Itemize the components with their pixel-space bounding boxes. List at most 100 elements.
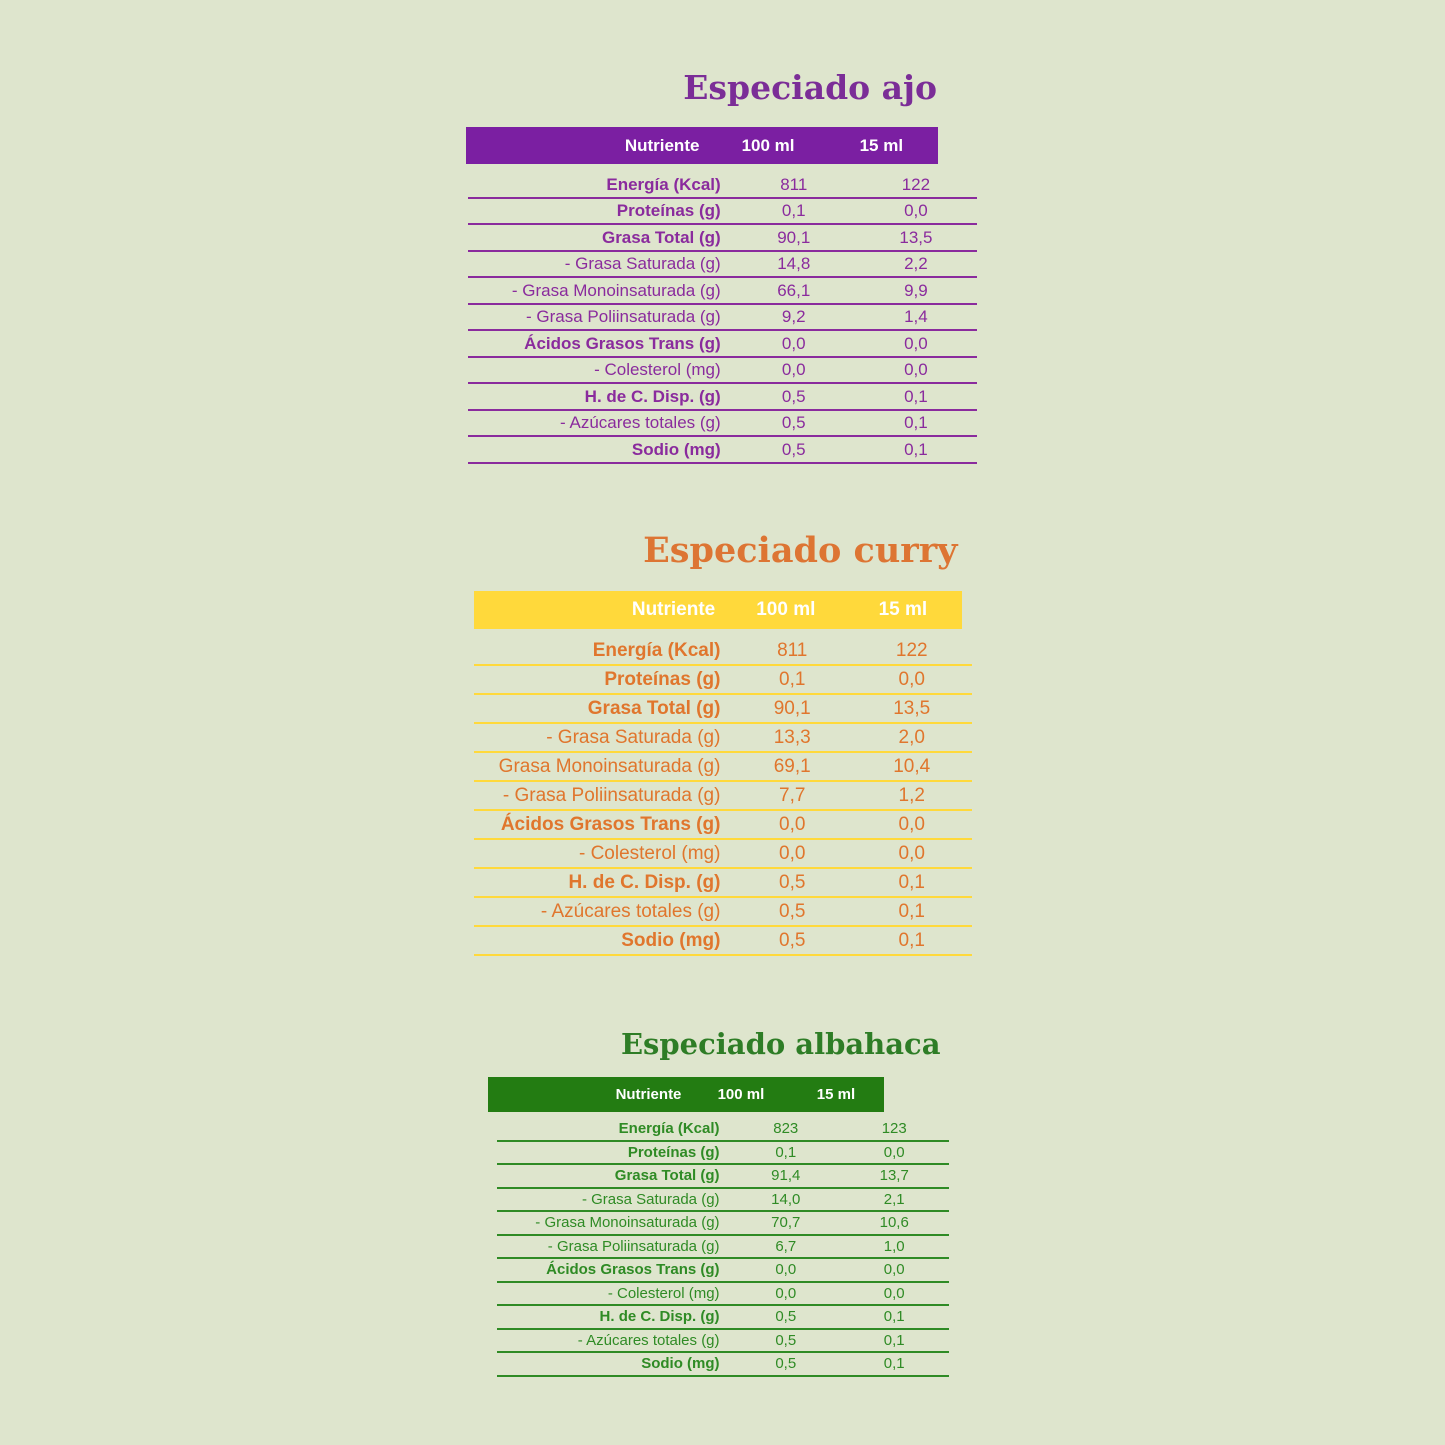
- table-row: - Azúcares totales (g) 0,5 0,1: [496, 1330, 949, 1354]
- table-row: - Grasa Monoinsaturada (g) 70,7 10,6: [496, 1212, 949, 1236]
- value-15ml: 2,1: [883, 1190, 905, 1208]
- nutrient-label: - Grasa Saturada (g): [581, 1190, 720, 1208]
- table-row: H. de C. Disp. (g) 0,5 0,1: [468, 384, 977, 411]
- column-header-15ml: 15 ml: [878, 599, 928, 621]
- nutrition-table-albahaca: Especiado albahaca Nutriente 100 ml 15 m…: [487, 1028, 949, 1377]
- table-row: - Grasa Saturada (g) 14,8 2,2: [468, 252, 977, 279]
- table-row: Ácidos Grasos Trans (g) 0,0 0,0: [468, 331, 977, 358]
- value-100ml: 0,5: [775, 1355, 797, 1373]
- value-15ml: 2,0: [898, 726, 925, 748]
- nutrient-label: - Grasa Poliinsaturada (g): [502, 784, 721, 806]
- table-body: Energía (Kcal) 811 122 Proteínas (g) 0,1 0,0 G…: [468, 164, 977, 464]
- table-row: Energía (Kcal) 823 123: [496, 1118, 949, 1142]
- table-body: Energía (Kcal) 811 122 Proteínas (g) 0,1 0,0 G…: [473, 629, 972, 957]
- value-15ml: 0,0: [898, 668, 925, 690]
- value-15ml: 0,0: [883, 1284, 905, 1302]
- value-15ml: 0,1: [904, 386, 928, 406]
- value-15ml: 1,0: [883, 1237, 905, 1255]
- table-row: H. de C. Disp. (g) 0,5 0,1: [496, 1306, 949, 1330]
- value-100ml: 811: [780, 174, 808, 194]
- value-15ml: 0,1: [898, 871, 925, 893]
- value-100ml: 0,0: [779, 842, 806, 864]
- value-100ml: 14,8: [777, 254, 811, 274]
- nutrient-label: - Azúcares totales (g): [577, 1331, 720, 1349]
- nutrient-label: Energía (Kcal): [618, 1120, 720, 1138]
- value-100ml: 823: [773, 1120, 799, 1138]
- table-row: - Grasa Poliinsaturada (g) 6,7 1,0: [496, 1236, 949, 1260]
- nutrition-table-curry: Especiado curry Nutriente 100 ml 15 ml E…: [473, 531, 972, 957]
- value-15ml: 9,9: [904, 280, 928, 300]
- column-header-nutrient: Nutriente: [624, 135, 700, 155]
- table-row: - Grasa Monoinsaturada (g) 66,1 9,9: [468, 278, 977, 305]
- value-15ml: 10,6: [879, 1214, 909, 1232]
- value-100ml: 0,5: [779, 871, 806, 893]
- nutrient-label: Energía (Kcal): [592, 639, 721, 661]
- value-15ml: 1,2: [898, 784, 925, 806]
- nutrient-label: H. de C. Disp. (g): [584, 386, 721, 406]
- table-row: Grasa Total (g) 91,4 13,7: [496, 1165, 949, 1189]
- value-100ml: 0,5: [779, 929, 806, 951]
- column-header-100ml: 100 ml: [756, 599, 816, 621]
- value-100ml: 13,3: [773, 726, 811, 748]
- nutrient-label: - Grasa Saturada (g): [546, 726, 721, 748]
- table-title: Especiado ajo: [683, 68, 937, 107]
- column-header-100ml: 100 ml: [741, 135, 795, 155]
- value-100ml: 0,5: [779, 900, 806, 922]
- nutrient-label: H. de C. Disp. (g): [568, 871, 721, 893]
- value-15ml: 122: [901, 174, 931, 194]
- value-15ml: 0,0: [904, 360, 928, 380]
- nutrient-label: - Grasa Poliinsaturada (g): [526, 307, 721, 327]
- nutrient-label: Grasa Total (g): [587, 697, 721, 719]
- table-row: Ácidos Grasos Trans (g) 0,0 0,0: [496, 1259, 949, 1283]
- value-15ml: 0,1: [883, 1308, 905, 1326]
- nutrient-label: - Colesterol (mg): [578, 842, 721, 864]
- nutrient-label: H. de C. Disp. (g): [599, 1308, 720, 1326]
- value-100ml: 0,0: [781, 360, 806, 380]
- value-100ml: 66,1: [777, 280, 811, 300]
- table-row: Grasa Total (g) 90,1 13,5: [473, 695, 972, 725]
- value-100ml: 811: [777, 639, 808, 661]
- nutrient-label: Energía (Kcal): [606, 174, 721, 194]
- value-15ml: 0,0: [883, 1261, 905, 1279]
- column-header-15ml: 15 ml: [859, 135, 904, 155]
- value-100ml: 14,0: [771, 1190, 801, 1208]
- value-100ml: 0,0: [781, 333, 806, 353]
- value-15ml: 0,0: [898, 842, 925, 864]
- table-row: - Azúcares totales (g) 0,5 0,1: [468, 411, 977, 438]
- table-row: Proteínas (g) 0,1 0,0: [496, 1142, 949, 1166]
- table-row: Sodio (mg) 0,5 0,1: [468, 437, 977, 464]
- nutrient-label: - Grasa Saturada (g): [564, 254, 721, 274]
- value-15ml: 0,1: [883, 1355, 905, 1373]
- nutrient-label: Sodio (mg): [621, 929, 721, 951]
- nutrient-label: Grasa Total (g): [601, 227, 721, 247]
- table-row: - Colesterol (mg) 0,0 0,0: [468, 358, 977, 385]
- value-100ml: 69,1: [773, 755, 811, 777]
- nutrient-label: - Grasa Monoinsaturada (g): [535, 1214, 720, 1232]
- value-15ml: 123: [881, 1120, 907, 1138]
- nutrient-label: Ácidos Grasos Trans (g): [546, 1261, 720, 1279]
- table-row: Energía (Kcal) 811 122: [468, 172, 977, 199]
- value-100ml: 0,1: [775, 1143, 797, 1161]
- value-100ml: 0,5: [775, 1308, 797, 1326]
- value-15ml: 0,0: [904, 333, 928, 353]
- table-row: Grasa Total (g) 90,1 13,5: [468, 225, 977, 252]
- value-100ml: 0,5: [775, 1331, 797, 1349]
- value-15ml: 2,2: [904, 254, 928, 274]
- value-100ml: 70,7: [771, 1214, 801, 1232]
- value-100ml: 90,1: [777, 227, 811, 247]
- value-100ml: 0,5: [781, 386, 806, 406]
- table-body: Energía (Kcal) 823 123 Proteínas (g) 0,1 0,0 G…: [496, 1112, 949, 1377]
- value-100ml: 0,0: [775, 1284, 797, 1302]
- nutrient-label: Proteínas (g): [616, 201, 721, 221]
- column-header-15ml: 15 ml: [816, 1086, 856, 1104]
- nutrient-label: Sodio (mg): [641, 1355, 720, 1373]
- value-15ml: 1,4: [904, 307, 928, 327]
- nutrient-label: Ácidos Grasos Trans (g): [500, 813, 721, 835]
- table-header-row: Nutriente 100 ml 15 ml: [466, 127, 938, 165]
- value-15ml: 13,5: [899, 227, 933, 247]
- table-row: Energía (Kcal) 811 122: [473, 637, 972, 667]
- table-row: - Azúcares totales (g) 0,5 0,1: [473, 898, 972, 928]
- value-100ml: 6,7: [775, 1237, 797, 1255]
